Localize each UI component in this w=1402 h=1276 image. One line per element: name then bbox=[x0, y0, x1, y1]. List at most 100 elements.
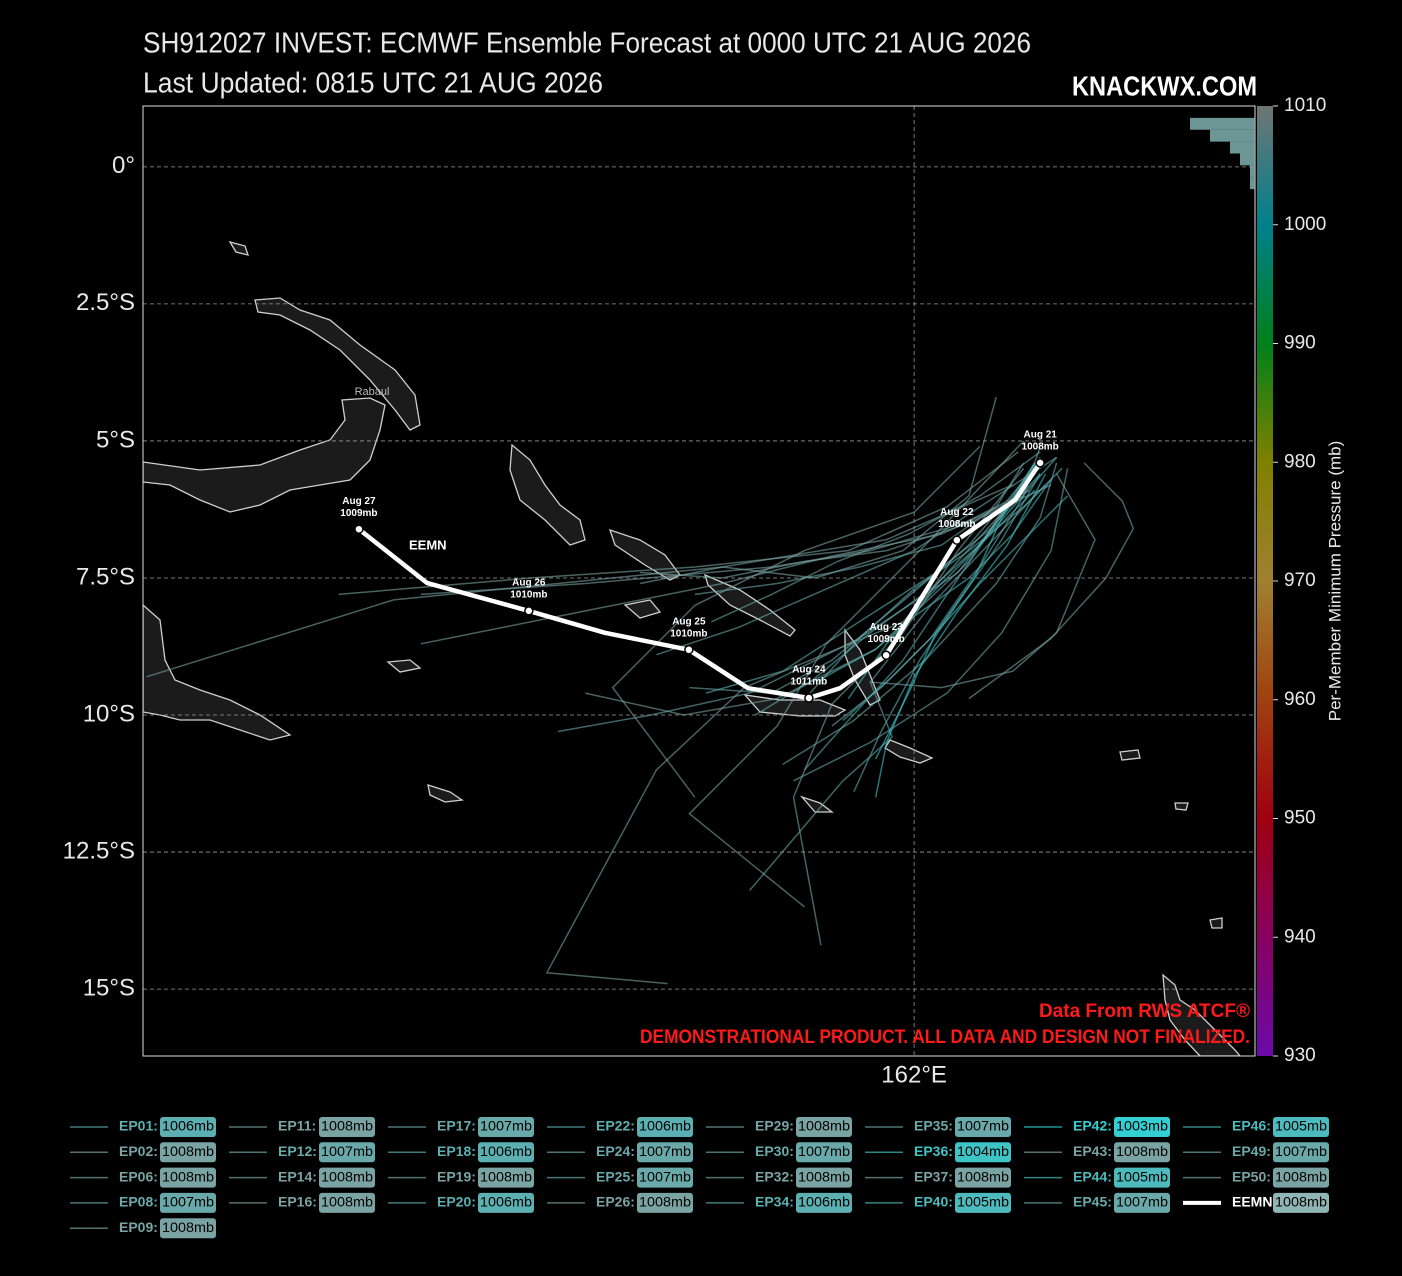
member-track bbox=[968, 462, 1135, 700]
legend-name: EP08: bbox=[119, 1194, 158, 1210]
legend-value: 1008mb bbox=[1275, 1168, 1327, 1184]
point-date-label: Aug 21 bbox=[1023, 430, 1057, 441]
legend-badge bbox=[1273, 1142, 1329, 1163]
colorbar-tick-label: 980 bbox=[1284, 451, 1316, 472]
plot-frame bbox=[142, 105, 1256, 1057]
legend-value: 1008mb bbox=[1275, 1194, 1327, 1210]
point-date-label: Aug 27 bbox=[342, 496, 376, 507]
legend-badge bbox=[796, 1142, 852, 1163]
land bbox=[1162, 973, 1241, 1056]
member-track bbox=[793, 468, 1069, 782]
point-date-label: Aug 26 bbox=[512, 578, 546, 589]
legend-value: 1008mb bbox=[162, 1168, 214, 1184]
legend-badge bbox=[1273, 1192, 1329, 1213]
legend-name: EEMN: bbox=[1232, 1194, 1277, 1210]
member-track bbox=[420, 495, 1025, 645]
legend-badge bbox=[319, 1142, 375, 1163]
legend-badge bbox=[319, 1167, 375, 1188]
legend-value: 1008mb bbox=[957, 1168, 1009, 1184]
member-track bbox=[809, 467, 1063, 694]
legend-value: 1006mb bbox=[639, 1118, 691, 1134]
member-track bbox=[688, 440, 1025, 908]
legend-name: EP46: bbox=[1232, 1118, 1271, 1134]
legend-name: EP43: bbox=[1073, 1143, 1112, 1159]
legend-badge bbox=[796, 1167, 852, 1188]
member-track bbox=[639, 396, 998, 585]
legend-name: EP50: bbox=[1232, 1168, 1271, 1184]
point-pressure-label: 1009mb bbox=[340, 508, 377, 519]
legend-badge bbox=[955, 1142, 1011, 1163]
legend-badge bbox=[955, 1117, 1011, 1137]
land bbox=[254, 297, 421, 431]
legend-name: EP12: bbox=[278, 1143, 317, 1159]
mean-track-point bbox=[524, 606, 534, 616]
point-date-label: Aug 25 bbox=[672, 616, 706, 627]
point-date-label: Aug 23 bbox=[869, 622, 903, 633]
chart-title: SH912027 INVEST: ECMWF Ensemble Forecast… bbox=[143, 28, 1031, 60]
land bbox=[623, 599, 662, 619]
land bbox=[143, 397, 386, 513]
legend-badge bbox=[637, 1167, 693, 1188]
legend-name: EP40: bbox=[914, 1194, 953, 1210]
coastlines bbox=[143, 240, 1241, 1056]
legend-badge bbox=[478, 1117, 534, 1137]
legend-badge bbox=[1114, 1192, 1170, 1213]
legend-badge bbox=[319, 1192, 375, 1213]
colorbar-tick-label: 990 bbox=[1284, 333, 1316, 354]
y-tick-label: 10°S bbox=[83, 700, 135, 727]
legend-value: 1007mb bbox=[162, 1194, 214, 1210]
legend-value: 1008mb bbox=[639, 1194, 691, 1210]
legend-name: EP25: bbox=[596, 1168, 635, 1184]
mean-track-point bbox=[684, 645, 694, 655]
legend-name: EP26: bbox=[596, 1194, 635, 1210]
mean-track-line bbox=[357, 461, 1043, 701]
legend-value: 1005mb bbox=[1116, 1168, 1168, 1184]
legend-name: EP32: bbox=[755, 1168, 794, 1184]
legend-name: EP34: bbox=[755, 1194, 794, 1210]
pressure-histogram-bar bbox=[1250, 177, 1255, 190]
legend-name: EP16: bbox=[278, 1194, 317, 1210]
legend-value: 1008mb bbox=[321, 1118, 373, 1134]
mean-track-point bbox=[804, 693, 814, 703]
legend-value: 1008mb bbox=[321, 1194, 373, 1210]
member-track bbox=[749, 484, 1047, 891]
member-track bbox=[803, 456, 1041, 771]
point-pressure-label: 1009mb bbox=[868, 634, 905, 645]
legend-badge bbox=[637, 1117, 693, 1137]
legend-value: 1007mb bbox=[639, 1143, 691, 1159]
legend-value: 1008mb bbox=[321, 1168, 373, 1184]
point-date-label: Aug 22 bbox=[940, 507, 974, 518]
member-track bbox=[656, 456, 1058, 656]
member-track bbox=[875, 462, 1036, 760]
legend-value: 1007mb bbox=[480, 1118, 532, 1134]
member-tracks bbox=[146, 396, 1135, 985]
legend-name: EP02: bbox=[119, 1143, 158, 1159]
legend-value: 1004mb bbox=[957, 1143, 1009, 1159]
legend-badge bbox=[955, 1192, 1011, 1213]
legend-value: 1005mb bbox=[1275, 1118, 1327, 1134]
legend-badge bbox=[319, 1117, 375, 1137]
legend-value: 1008mb bbox=[162, 1143, 214, 1159]
point-date-label: Aug 24 bbox=[792, 665, 826, 676]
pressure-histogram-bar bbox=[1210, 129, 1255, 142]
colorbar: Per-Member Minimum Pressure (mb) 930 940 9… bbox=[1190, 95, 1344, 1066]
legend-badge bbox=[160, 1142, 216, 1163]
land bbox=[143, 604, 292, 741]
legend-value: 1007mb bbox=[1116, 1194, 1168, 1210]
member-track bbox=[338, 451, 1019, 596]
member-track bbox=[611, 445, 981, 798]
legend-badge bbox=[478, 1167, 534, 1188]
legend-badge bbox=[160, 1192, 216, 1213]
mean-track-point bbox=[354, 524, 364, 534]
legend-value: 1006mb bbox=[480, 1143, 532, 1159]
legend-badge bbox=[160, 1218, 216, 1239]
legend-name: EP49: bbox=[1232, 1143, 1271, 1159]
legend-name: EP44: bbox=[1073, 1168, 1112, 1184]
mean-track-point bbox=[952, 535, 962, 545]
colorbar-tick-label: 950 bbox=[1284, 808, 1316, 829]
legend-value: 1008mb bbox=[480, 1168, 532, 1184]
